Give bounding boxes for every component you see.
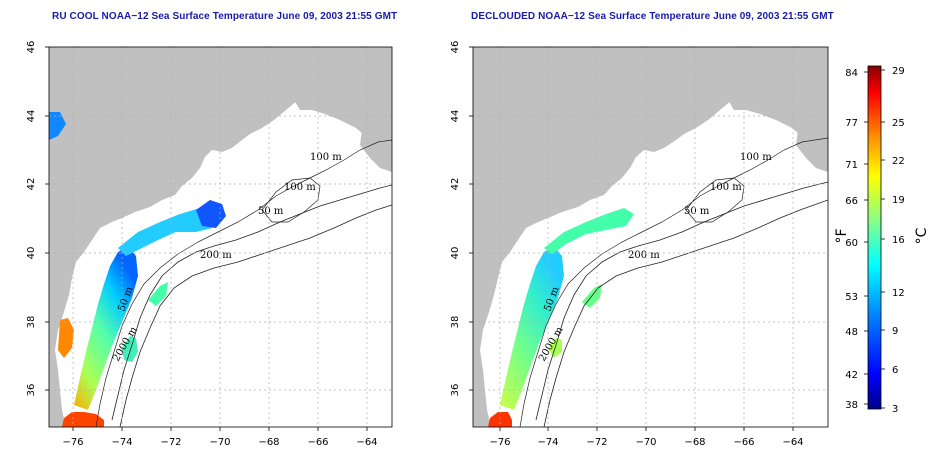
left-contour-label: 200 m [200,250,232,261]
lon-tick-label: −66 [307,437,328,448]
lat-tick-label: 46 [450,41,461,54]
lon-tick-label: −68 [258,437,279,448]
right-contour-200m [535,181,828,421]
left-sst-south [62,412,104,427]
left-sst-delmarva [58,318,74,358]
left-sst-georges [196,200,226,228]
right-grid [473,47,828,427]
lat-tick-label: 36 [450,384,461,397]
lat-tick-label: 36 [26,384,37,397]
left-lat-tick-labels: 36 38 40 42 44 46 [26,41,37,397]
colorbar-c-ticks [881,69,885,409]
right-peninsula [728,82,828,148]
right-lon-tick-labels: −76 −74 −72 −70 −68 −66 −64 [489,437,803,448]
right-land [473,47,828,427]
colorbar-f-tick-label: 38 [845,400,858,411]
left-contour-100m [261,177,321,223]
colorbar-f-tick-label: 53 [845,292,858,303]
right-map: 100 m 100 m 50 m 200 m 50 m 2000 m [473,47,828,427]
left-sst-ne [118,204,220,256]
lon-tick-label: −74 [111,437,132,448]
lon-tick-label: −76 [489,437,510,448]
colorbar-f-tick-label: 66 [845,196,858,207]
colorbar-f-tick-label: 77 [845,118,858,129]
lon-tick-label: −70 [209,437,230,448]
lon-tick-label: −74 [537,437,558,448]
right-map-title: DECLOUDED NOAA−12 Sea Surface Temperatur… [471,11,834,22]
left-map: 100 m 100 m 50 m 200 m 50 m 2000 m [49,47,392,427]
right-contour-100m [685,177,745,223]
left-contour-2000m [119,204,392,427]
colorbar-f-tick-label: 84 [845,68,858,79]
lat-tick-label: 42 [450,178,461,191]
right-contour-label: 100 m [710,182,742,193]
right-axis-ticks [469,46,794,431]
colorbar-f-tick-label: 48 [845,327,858,338]
lon-tick-label: −64 [782,437,803,448]
lat-tick-label: 44 [450,110,461,123]
left-sst-strip [148,282,168,306]
lon-tick-label: −72 [160,437,181,448]
colorbar-c-tick-label: 19 [892,195,905,206]
colorbar-c-tick-label: 25 [892,118,905,129]
lon-tick-label: −64 [356,437,377,448]
left-contour-label: 100 m [310,152,342,163]
colorbar-gradient [867,65,882,410]
colorbar-f-tick-label: 60 [845,238,858,249]
lat-tick-label: 42 [26,178,37,191]
colorbar-c-tick-label: 3 [892,404,898,415]
colorbar-f-tick-label: 71 [845,160,858,171]
right-contour-2000m [543,199,828,427]
left-lon-tick-labels: −76 −74 −72 −70 −68 −66 −64 [62,437,377,448]
lat-tick-label: 40 [26,247,37,260]
left-grid [49,47,392,427]
lon-tick-label: −68 [684,437,705,448]
right-contour-label: 100 m [740,152,772,163]
colorbar: 84 77 71 66 60 53 48 42 38 29 25 22 19 1… [834,65,930,415]
lat-tick-label: 38 [450,316,461,329]
colorbar-c-tick-label: 29 [892,66,905,77]
lat-tick-label: 46 [26,41,37,54]
colorbar-celsius-label: °C [914,227,930,244]
lat-tick-label: 40 [450,247,461,260]
left-axis-ticks [45,46,368,431]
colorbar-f-tick-label: 42 [845,370,858,381]
lon-tick-label: −70 [635,437,656,448]
right-map-frame [472,46,829,428]
lat-tick-label: 44 [26,110,37,123]
left-contour-label: 50 m [258,206,284,217]
left-contour-50m [95,139,392,427]
right-contour-50m [519,137,828,427]
left-contour-label: 100 m [284,182,316,193]
left-sst-shelfbreak [122,336,138,362]
left-map-title: RU COOL NOAA−12 Sea Surface Temperature … [52,11,398,22]
lon-tick-label: −76 [62,437,83,448]
lat-tick-label: 38 [26,316,37,329]
right-lat-tick-labels: 36 38 40 42 44 46 [450,41,461,397]
colorbar-c-tick-label: 22 [892,156,905,167]
left-peninsula [294,82,392,148]
left-map-frame [48,46,393,428]
colorbar-c-tick-label: 9 [892,326,898,337]
lon-tick-label: −72 [586,437,607,448]
left-contour-200m [111,184,392,421]
left-land [49,47,392,427]
colorbar-fahrenheit-label: °F [834,228,850,243]
colorbar-c-tick-label: 12 [892,288,905,299]
right-contour-label: 50 m [684,206,710,217]
lon-tick-label: −66 [733,437,754,448]
colorbar-c-tick-label: 16 [892,235,905,246]
left-sst-maine [49,112,66,140]
right-contour-label: 200 m [628,250,660,261]
right-sst-south [488,412,512,427]
colorbar-c-tick-label: 6 [892,365,898,376]
colorbar-f-ticks [864,71,868,405]
right-sst-ne [544,208,634,254]
